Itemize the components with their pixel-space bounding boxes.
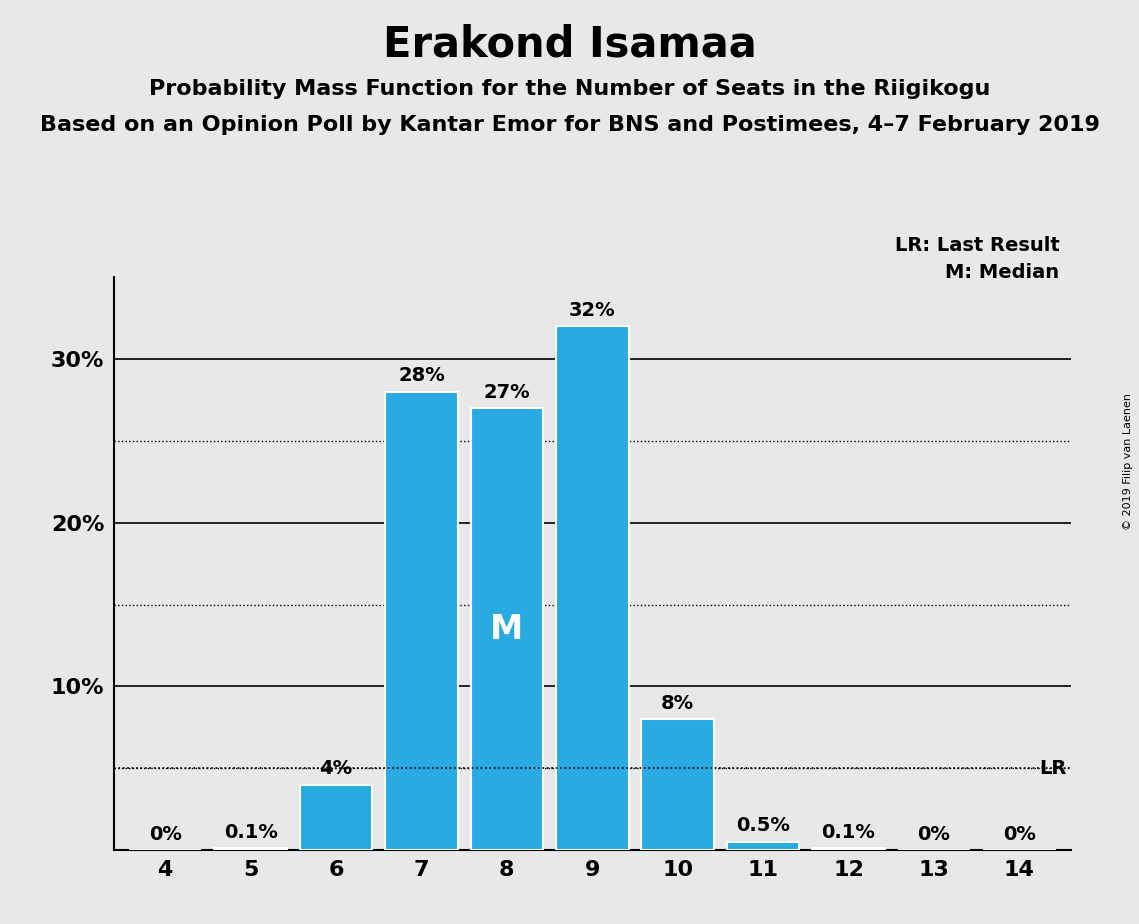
Bar <box>727 842 800 850</box>
Text: M: Median: M: Median <box>945 263 1059 283</box>
Bar <box>385 392 458 850</box>
Bar <box>470 408 543 850</box>
Text: 0%: 0% <box>149 824 181 844</box>
Text: © 2019 Filip van Laenen: © 2019 Filip van Laenen <box>1123 394 1133 530</box>
Text: Probability Mass Function for the Number of Seats in the Riigikogu: Probability Mass Function for the Number… <box>149 79 990 99</box>
Text: 0.1%: 0.1% <box>821 823 876 842</box>
Text: LR: Last Result: LR: Last Result <box>894 236 1059 255</box>
Text: 0.5%: 0.5% <box>736 816 790 835</box>
Text: 32%: 32% <box>570 300 615 320</box>
Text: LR: LR <box>1039 759 1066 778</box>
Text: 0%: 0% <box>1003 824 1035 844</box>
Bar <box>556 326 629 850</box>
Text: Based on an Opinion Poll by Kantar Emor for BNS and Postimees, 4–7 February 2019: Based on an Opinion Poll by Kantar Emor … <box>40 115 1099 135</box>
Text: 8%: 8% <box>661 694 695 712</box>
Bar <box>812 848 885 850</box>
Text: 0%: 0% <box>918 824 950 844</box>
Text: 4%: 4% <box>319 759 353 778</box>
Text: 27%: 27% <box>484 383 530 402</box>
Bar <box>214 848 287 850</box>
Text: 28%: 28% <box>398 366 445 385</box>
Bar <box>300 784 372 850</box>
Bar <box>641 719 714 850</box>
Text: 0.1%: 0.1% <box>223 823 278 842</box>
Text: M: M <box>490 613 524 646</box>
Text: Erakond Isamaa: Erakond Isamaa <box>383 23 756 65</box>
